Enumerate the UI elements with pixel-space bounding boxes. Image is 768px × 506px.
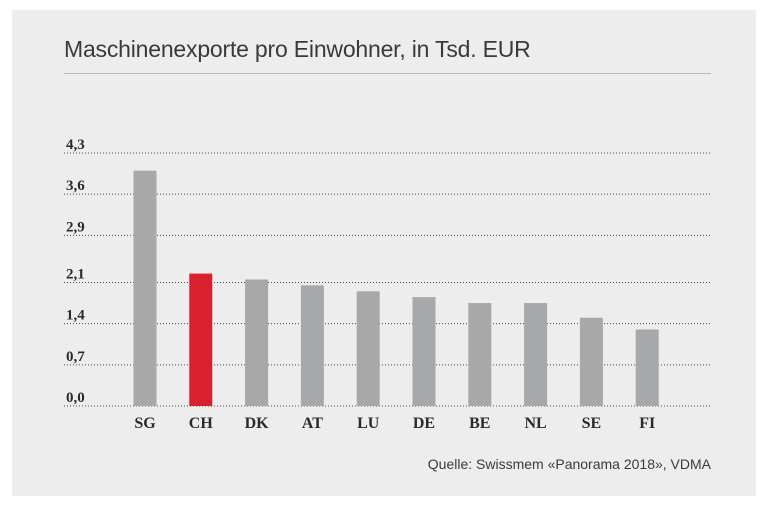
bar-at <box>300 285 324 406</box>
x-tick-label: CH <box>189 415 214 432</box>
gridlines <box>64 152 711 407</box>
source-note: Quelle: Swissmem «Panorama 2018», VDMA <box>427 456 711 472</box>
bar-sg <box>133 170 157 406</box>
x-tick-label: SG <box>134 415 156 432</box>
x-tick-label: DK <box>245 415 270 432</box>
x-axis-ticks: SG CH DK AT LU DE BE NL SE FI <box>134 415 655 432</box>
x-tick-label: DE <box>413 415 435 432</box>
x-tick-label: SE <box>582 415 602 432</box>
y-tick-label: 0,0 <box>66 390 85 406</box>
bar-se <box>579 317 603 406</box>
bar-de <box>412 297 436 406</box>
bar-lu <box>356 291 380 406</box>
title-divider <box>64 73 711 74</box>
chart-title: Maschinenexporte pro Einwohner, in Tsd. … <box>64 36 531 62</box>
y-tick-label: 4,3 <box>66 137 85 153</box>
y-tick-label: 3,6 <box>66 178 85 194</box>
y-tick-label: 1,4 <box>66 308 85 324</box>
x-tick-label: BE <box>469 415 490 432</box>
y-tick-label: 0,7 <box>66 349 85 365</box>
x-tick-label: NL <box>524 415 546 432</box>
y-tick-label: 2,9 <box>66 219 85 235</box>
x-tick-label: FI <box>639 415 655 432</box>
bars <box>133 170 659 406</box>
y-axis-ticks: 0,0 0,7 1,4 2,1 2,9 3,6 4,3 <box>66 137 85 406</box>
bar-ch <box>189 273 213 406</box>
x-tick-label: LU <box>357 415 380 432</box>
bar-dk <box>245 279 269 406</box>
bar-fi <box>635 329 659 406</box>
y-tick-label: 2,1 <box>66 266 85 282</box>
x-tick-label: AT <box>302 415 323 432</box>
bar-nl <box>524 303 548 406</box>
bar-be <box>468 303 492 406</box>
